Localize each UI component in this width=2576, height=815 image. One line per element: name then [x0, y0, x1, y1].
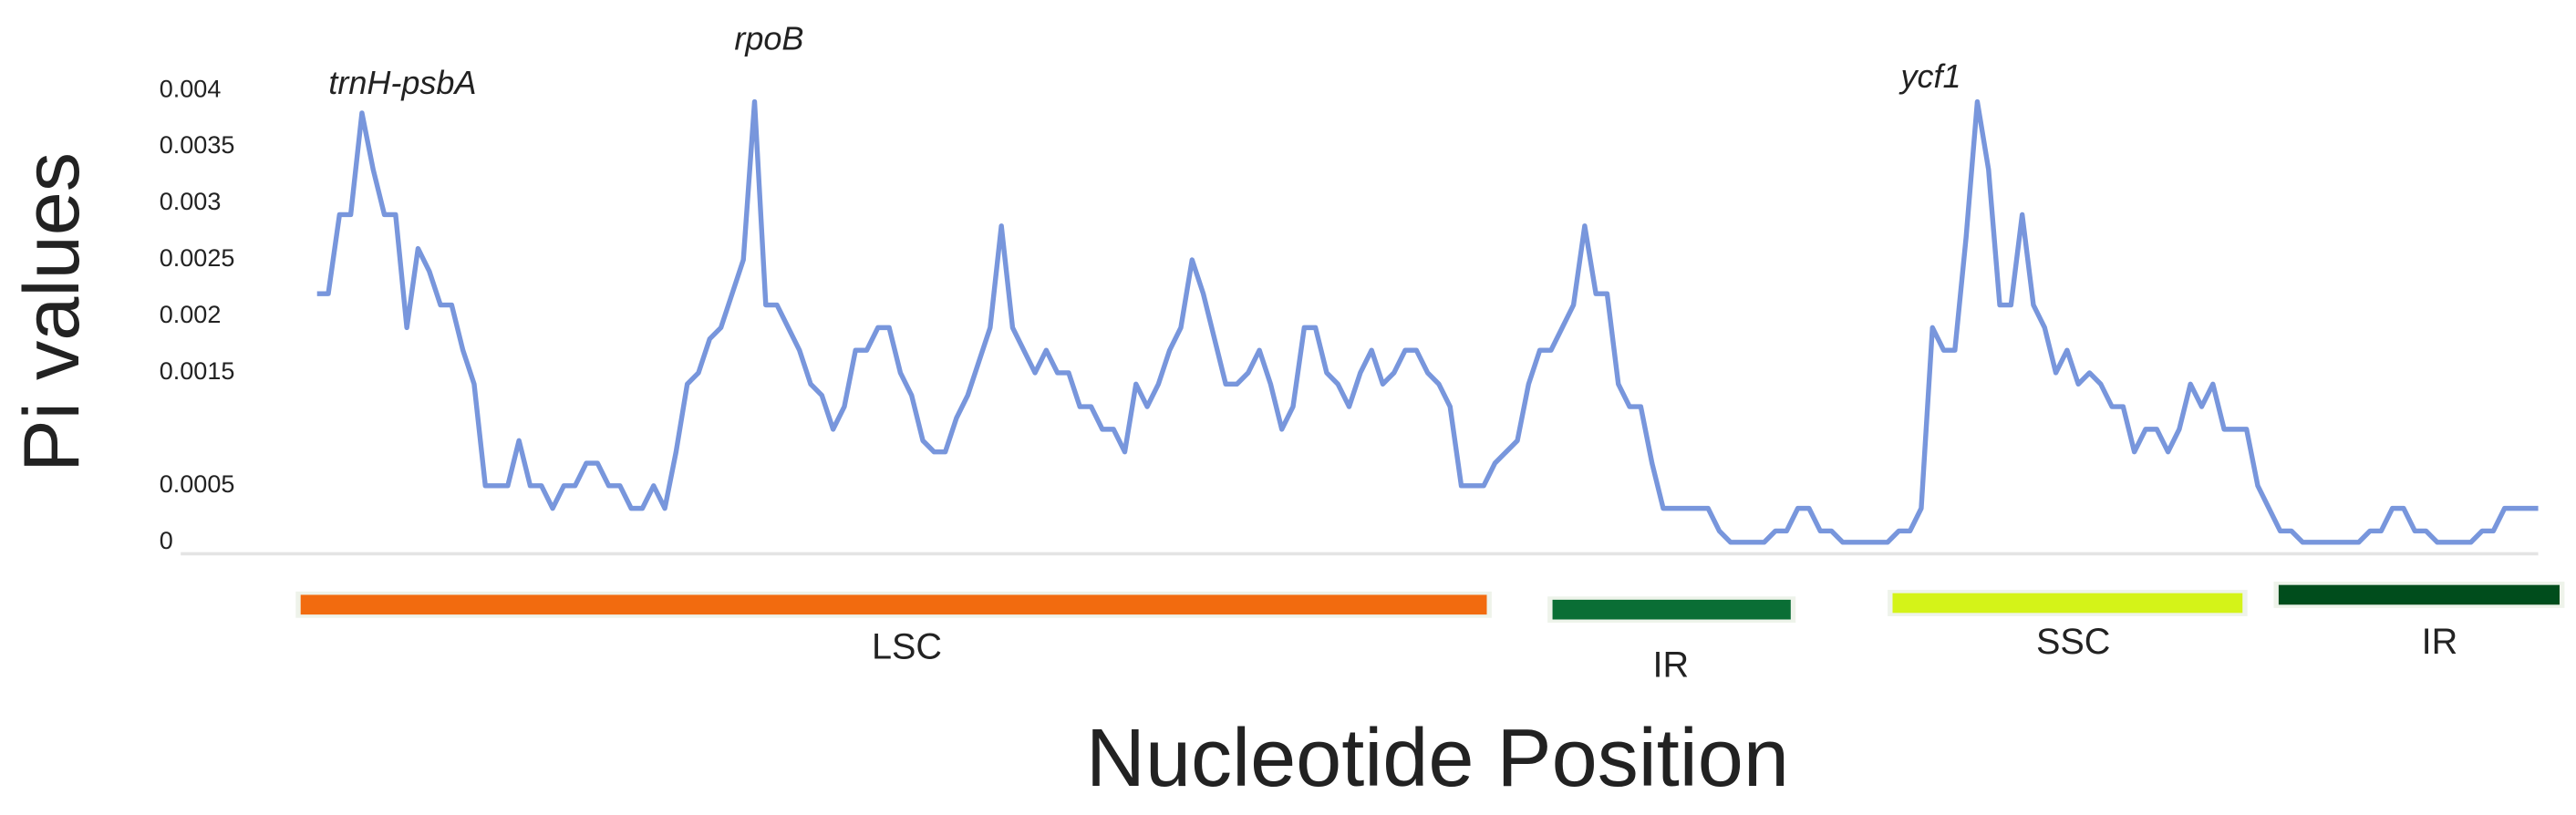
x-axis-label: Nucleotide Position — [1086, 712, 1789, 804]
y-tick-label: 0 — [160, 527, 173, 554]
annotation: ycf1 — [1898, 57, 1961, 95]
y-tick-label: 0.0035 — [160, 131, 235, 159]
y-tick-label: 0.003 — [160, 188, 222, 215]
region-bar — [1892, 593, 2243, 614]
region-bar — [1552, 599, 1791, 620]
y-tick-label: 0.004 — [160, 75, 222, 102]
y-tick-label: 0.0015 — [160, 357, 235, 385]
region-label: SSC — [2036, 622, 2110, 662]
region-label: IR — [2422, 622, 2458, 662]
region-bar — [300, 594, 1487, 615]
annotation: rpoB — [734, 20, 803, 57]
pi-line — [316, 98, 2539, 545]
region-label: IR — [1652, 645, 1689, 685]
y-tick-label: 0.0005 — [160, 470, 235, 498]
annotation: trnH-psbA — [328, 64, 476, 101]
region-bar — [2278, 584, 2560, 605]
y-axis-label: Pi values — [8, 152, 96, 472]
y-tick-label: 0.0025 — [160, 244, 235, 272]
y-tick-label: 0.002 — [160, 301, 222, 328]
region-label: LSC — [872, 626, 942, 666]
